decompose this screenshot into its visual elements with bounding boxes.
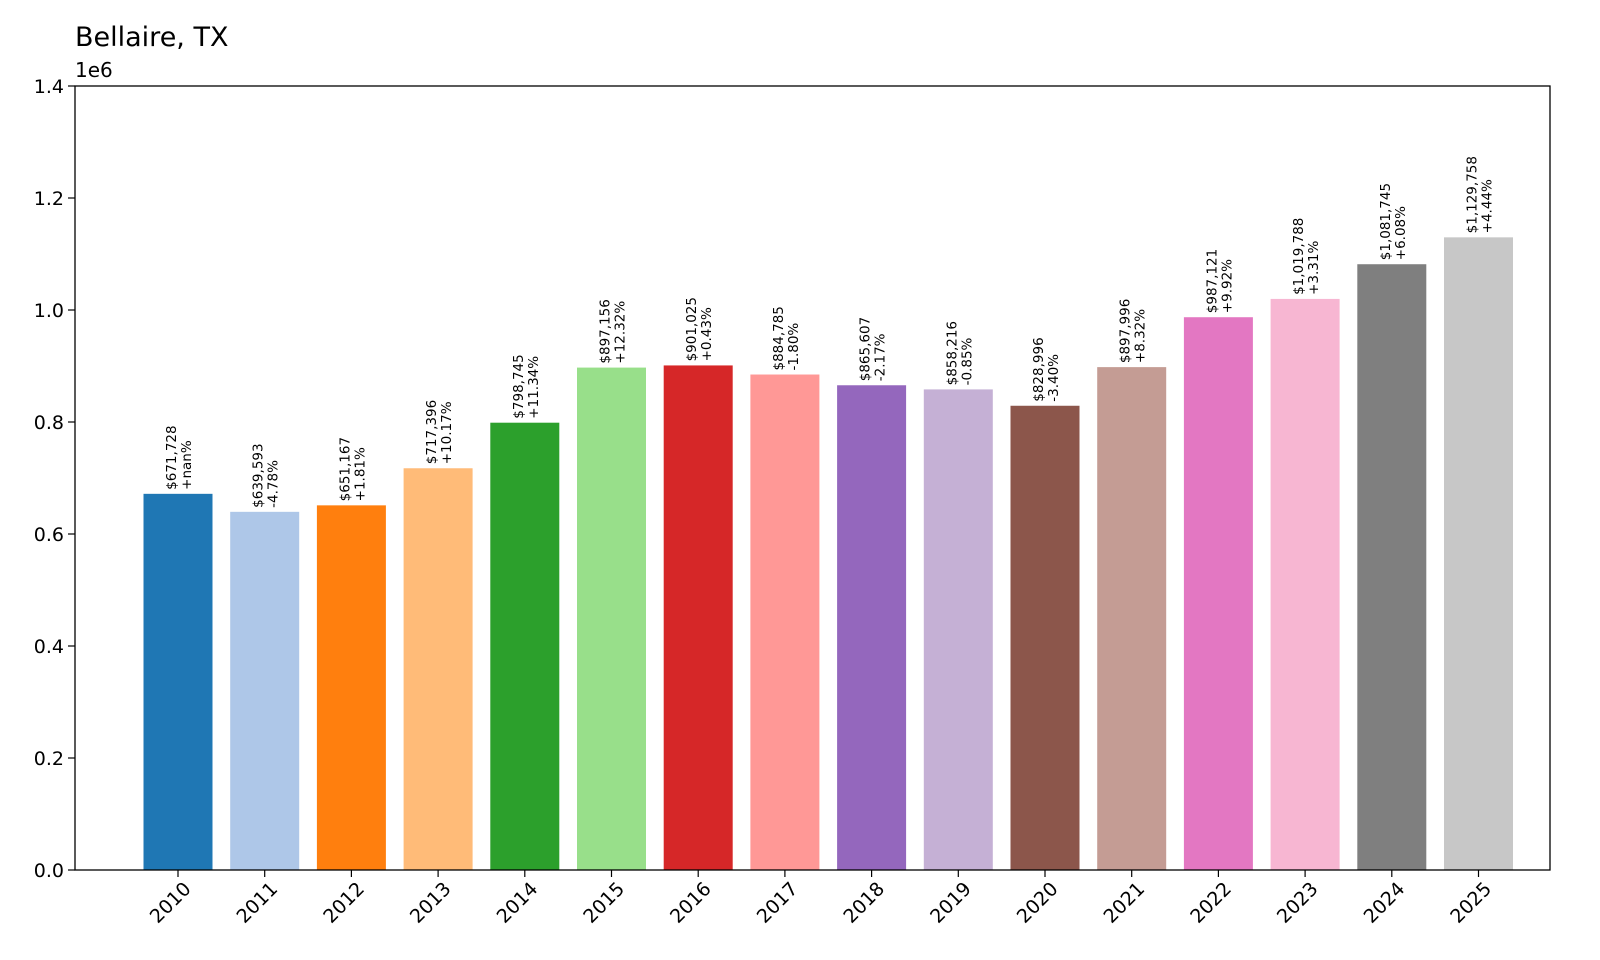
bar-2013 — [403, 468, 473, 870]
value-label-2020: $828,996 — [1031, 337, 1047, 401]
y-tick-label-1.4: 1.4 — [34, 76, 64, 98]
bar-2017 — [750, 374, 820, 870]
change-label-2021: +8.32% — [1133, 309, 1149, 363]
change-label-2019: -0.85% — [959, 337, 975, 385]
change-label-2022: +9.92% — [1219, 259, 1235, 313]
value-label-2015: $897,156 — [598, 299, 614, 363]
change-label-2014: +11.34% — [526, 356, 542, 419]
change-label-2016: +0.43% — [699, 307, 715, 361]
value-label-2010: $671,728 — [164, 425, 180, 489]
bar-2024 — [1357, 264, 1427, 871]
bar-2020 — [1010, 405, 1080, 870]
y-axis-offset-label: 1e6 — [75, 58, 113, 82]
bar-2010 — [143, 493, 213, 870]
value-label-2021: $897,996 — [1118, 299, 1134, 363]
bar-2011 — [230, 511, 300, 870]
bar-2014 — [490, 422, 560, 870]
bar-2023 — [1270, 298, 1340, 870]
change-label-2020: -3.40% — [1046, 354, 1062, 402]
value-label-2019: $858,216 — [944, 321, 960, 385]
value-label-2013: $717,396 — [424, 400, 440, 464]
x-tick-label-2015: 2015 — [579, 878, 629, 928]
bar-labels-layer: $671,728 +nan% $639,593 -4.78% $651,167 +1.81… — [164, 156, 1496, 508]
value-label-2016: $901,025 — [684, 297, 700, 361]
x-tick-label-2024: 2024 — [1360, 878, 1410, 928]
change-label-2013: +10.17% — [439, 401, 455, 464]
plot-frame — [74, 85, 1551, 871]
bar-2019 — [923, 389, 993, 870]
change-label-2024: +6.08% — [1393, 206, 1409, 260]
x-tick-label-2016: 2016 — [666, 878, 716, 928]
bars-layer — [143, 237, 1513, 871]
change-label-2012: +1.81% — [352, 447, 368, 501]
value-label-2014: $798,745 — [511, 354, 527, 418]
bar-2021 — [1097, 367, 1167, 870]
change-label-2018: -2.17% — [873, 333, 889, 381]
bar-2012 — [316, 505, 386, 870]
bar-2025 — [1444, 237, 1513, 871]
change-label-2010: +nan% — [179, 440, 195, 490]
x-tick-label-2010: 2010 — [146, 878, 196, 928]
value-label-2025: $1,129,758 — [1465, 156, 1481, 233]
change-label-2017: -1.80% — [786, 323, 802, 371]
value-label-2011: $639,593 — [251, 443, 267, 507]
x-tick-label-2023: 2023 — [1273, 878, 1323, 928]
y-axis: 0.0 0.2 0.4 0.6 0.8 1.0 1.2 1.4 — [34, 76, 75, 882]
x-tick-label-2013: 2013 — [406, 878, 456, 928]
x-axis: 2010 2011 2012 2013 2014 2015 2016 2017 2018 2019… — [146, 870, 1496, 928]
x-tick-label-2011: 2011 — [232, 878, 282, 928]
x-tick-label-2025: 2025 — [1446, 878, 1496, 928]
x-tick-label-2019: 2019 — [926, 878, 976, 928]
y-tick-label-0.8: 0.8 — [34, 412, 64, 434]
bar-2016 — [663, 365, 733, 870]
value-label-2012: $651,167 — [337, 437, 353, 501]
x-tick-label-2018: 2018 — [839, 878, 889, 928]
y-tick-label-1.2: 1.2 — [34, 188, 64, 210]
x-tick-label-2020: 2020 — [1013, 878, 1063, 928]
value-label-2018: $865,607 — [858, 317, 874, 381]
change-label-2015: +12.32% — [613, 301, 629, 364]
x-tick-label-2014: 2014 — [493, 878, 543, 928]
y-tick-label-0.6: 0.6 — [34, 524, 64, 546]
x-tick-label-2022: 2022 — [1186, 878, 1236, 928]
value-label-2024: $1,081,745 — [1378, 183, 1394, 260]
value-label-2023: $1,019,788 — [1291, 218, 1307, 295]
x-tick-label-2012: 2012 — [319, 878, 369, 928]
bar-2018 — [837, 385, 907, 870]
change-label-2023: +3.31% — [1306, 241, 1322, 295]
x-tick-label-2017: 2017 — [753, 878, 803, 928]
bar-2022 — [1183, 317, 1253, 871]
value-label-2022: $987,121 — [1204, 249, 1220, 313]
y-tick-label-0.4: 0.4 — [34, 636, 64, 658]
change-label-2011: -4.78% — [266, 460, 282, 508]
y-tick-label-0.2: 0.2 — [34, 748, 64, 770]
y-tick-label-1.0: 1.0 — [34, 300, 64, 322]
x-tick-label-2021: 2021 — [1099, 878, 1149, 928]
change-label-2025: +4.44% — [1480, 179, 1496, 233]
chart-title: Bellaire, TX — [75, 22, 228, 53]
value-label-2017: $884,785 — [771, 306, 787, 370]
bar-2015 — [577, 367, 646, 870]
y-tick-label-0.0: 0.0 — [34, 860, 64, 882]
